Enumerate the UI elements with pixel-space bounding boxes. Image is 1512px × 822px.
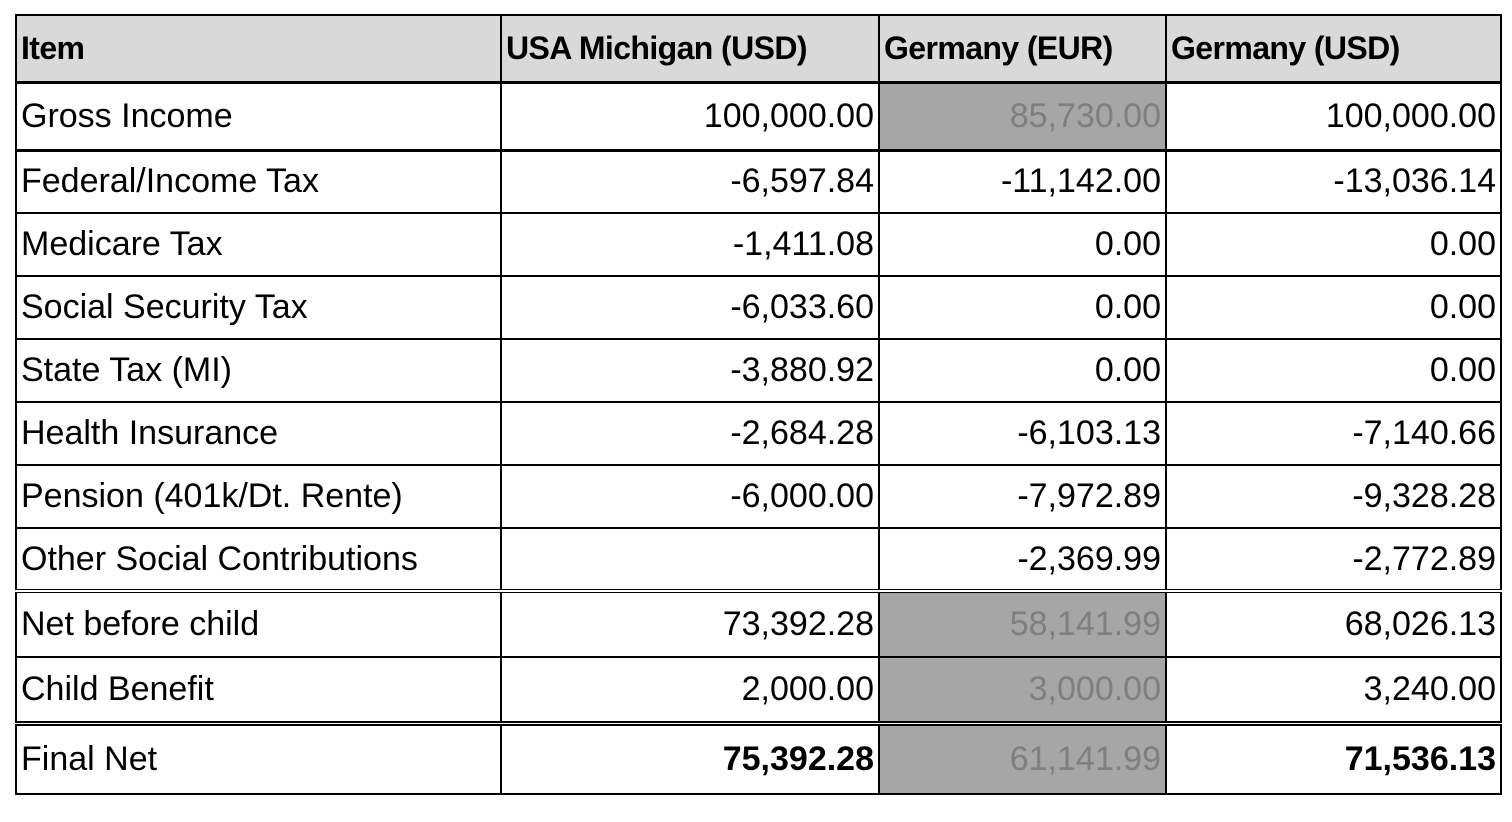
header-row: Item USA Michigan (USD) Germany (EUR) Germa… [15,14,1502,84]
value-cell: 2,000.00 [500,656,880,726]
value-cell: 3,240.00 [1165,656,1502,726]
table-row: Other Social Contributions -2,369.99 -2,77… [15,527,1502,593]
value-cell: 71,536.13 [1165,722,1502,795]
value-cell: 0.00 [1165,338,1502,403]
table-row: Social Security Tax -6,033.60 0.00 0.00 [15,275,1502,340]
value-cell: -2,369.99 [878,527,1167,593]
table-body: Gross Income 100,000.00 85,730.00 100,000.0… [15,81,1502,795]
value-cell: 61,141.99 [878,722,1167,795]
row-label: Medicare Tax [15,212,502,277]
value-cell: -6,000.00 [500,464,880,529]
header-cell: Germany (EUR) [878,14,1167,84]
row-label: Other Social Contributions [15,527,502,593]
row-label: Federal/Income Tax [15,149,502,214]
table-row: Pension (401k/Dt. Rente) -6,000.00 -7,972.… [15,464,1502,529]
value-cell: -11,142.00 [878,149,1167,214]
table-row: Final Net 75,392.28 61,141.99 71,536.13 [15,722,1502,795]
value-cell: 100,000.00 [500,81,880,152]
row-label: Pension (401k/Dt. Rente) [15,464,502,529]
value-cell: 85,730.00 [878,81,1167,152]
table-row: Child Benefit 2,000.00 3,000.00 3,240.00 [15,656,1502,726]
value-cell: 0.00 [878,212,1167,277]
row-label: Net before child [15,590,502,658]
value-cell: -2,772.89 [1165,527,1502,593]
table-row: Net before child 73,392.28 58,141.99 68,026… [15,590,1502,658]
table-row: Medicare Tax -1,411.08 0.00 0.00 [15,212,1502,277]
row-label: State Tax (MI) [15,338,502,403]
spreadsheet-table: Item USA Michigan (USD) Germany (EUR) Germa… [15,14,1502,795]
row-label: Health Insurance [15,401,502,466]
value-cell: 3,000.00 [878,656,1167,726]
value-cell [500,527,880,593]
value-cell: 0.00 [1165,212,1502,277]
table-row: Gross Income 100,000.00 85,730.00 100,000.0… [15,81,1502,152]
value-cell: -6,103.13 [878,401,1167,466]
value-cell: 73,392.28 [500,590,880,658]
value-cell: -6,033.60 [500,275,880,340]
value-cell: -6,597.84 [500,149,880,214]
value-cell: 0.00 [1165,275,1502,340]
table-row: Health Insurance -2,684.28 -6,103.13 -7,140… [15,401,1502,466]
value-cell: 0.00 [878,275,1167,340]
value-cell: -3,880.92 [500,338,880,403]
row-label: Final Net [15,722,502,795]
value-cell: -13,036.14 [1165,149,1502,214]
value-cell: -9,328.28 [1165,464,1502,529]
value-cell: -7,972.89 [878,464,1167,529]
row-label: Social Security Tax [15,275,502,340]
value-cell: 100,000.00 [1165,81,1502,152]
header-cell: Item [15,14,502,84]
table-row: State Tax (MI) -3,880.92 0.00 0.00 [15,338,1502,403]
table-head: Item USA Michigan (USD) Germany (EUR) Germa… [15,14,1502,84]
row-label: Gross Income [15,81,502,152]
value-cell: -7,140.66 [1165,401,1502,466]
header-cell: Germany (USD) [1165,14,1502,84]
header-cell: USA Michigan (USD) [500,14,880,84]
row-label: Child Benefit [15,656,502,726]
value-cell: -1,411.08 [500,212,880,277]
value-cell: 75,392.28 [500,722,880,795]
value-cell: 58,141.99 [878,590,1167,658]
value-cell: 0.00 [878,338,1167,403]
value-cell: -2,684.28 [500,401,880,466]
value-cell: 68,026.13 [1165,590,1502,658]
table-row: Federal/Income Tax -6,597.84 -11,142.00 -13… [15,149,1502,214]
